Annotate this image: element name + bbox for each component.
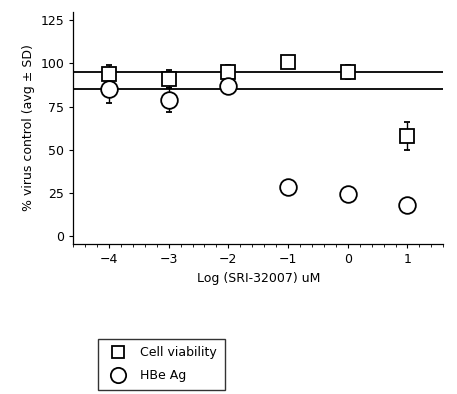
Legend: Cell viability, HBe Ag: Cell viability, HBe Ag: [98, 339, 225, 390]
Y-axis label: % virus control (avg ± SD): % virus control (avg ± SD): [21, 45, 35, 212]
X-axis label: Log (SRI-32007) uM: Log (SRI-32007) uM: [197, 272, 320, 285]
